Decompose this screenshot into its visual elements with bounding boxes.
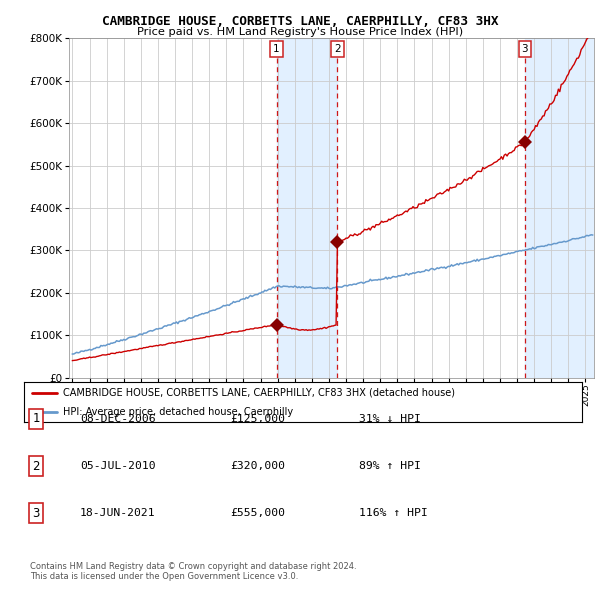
- Text: 1: 1: [273, 44, 280, 54]
- Text: 18-JUN-2021: 18-JUN-2021: [80, 509, 155, 518]
- Text: CAMBRIDGE HOUSE, CORBETTS LANE, CAERPHILLY, CF83 3HX: CAMBRIDGE HOUSE, CORBETTS LANE, CAERPHIL…: [102, 15, 498, 28]
- Text: £125,000: £125,000: [230, 414, 286, 424]
- Text: £555,000: £555,000: [230, 509, 286, 518]
- Text: 89% ↑ HPI: 89% ↑ HPI: [359, 461, 421, 471]
- Text: 08-DEC-2006: 08-DEC-2006: [80, 414, 155, 424]
- Text: 2: 2: [32, 460, 40, 473]
- Bar: [525, 38, 600, 378]
- Text: Contains HM Land Registry data © Crown copyright and database right 2024.: Contains HM Land Registry data © Crown c…: [30, 562, 356, 571]
- Text: This data is licensed under the Open Government Licence v3.0.: This data is licensed under the Open Gov…: [30, 572, 298, 581]
- Text: CAMBRIDGE HOUSE, CORBETTS LANE, CAERPHILLY, CF83 3HX (detached house): CAMBRIDGE HOUSE, CORBETTS LANE, CAERPHIL…: [63, 388, 455, 398]
- Text: 3: 3: [521, 44, 528, 54]
- Text: 3: 3: [32, 507, 40, 520]
- Text: 05-JUL-2010: 05-JUL-2010: [80, 461, 155, 471]
- Text: 1: 1: [32, 412, 40, 425]
- Text: £320,000: £320,000: [230, 461, 286, 471]
- Text: 31% ↓ HPI: 31% ↓ HPI: [359, 414, 421, 424]
- Bar: [277, 38, 337, 378]
- Text: HPI: Average price, detached house, Caerphilly: HPI: Average price, detached house, Caer…: [63, 407, 293, 417]
- Text: 2: 2: [334, 44, 341, 54]
- Text: Price paid vs. HM Land Registry's House Price Index (HPI): Price paid vs. HM Land Registry's House …: [137, 27, 463, 37]
- Text: 116% ↑ HPI: 116% ↑ HPI: [359, 509, 428, 518]
